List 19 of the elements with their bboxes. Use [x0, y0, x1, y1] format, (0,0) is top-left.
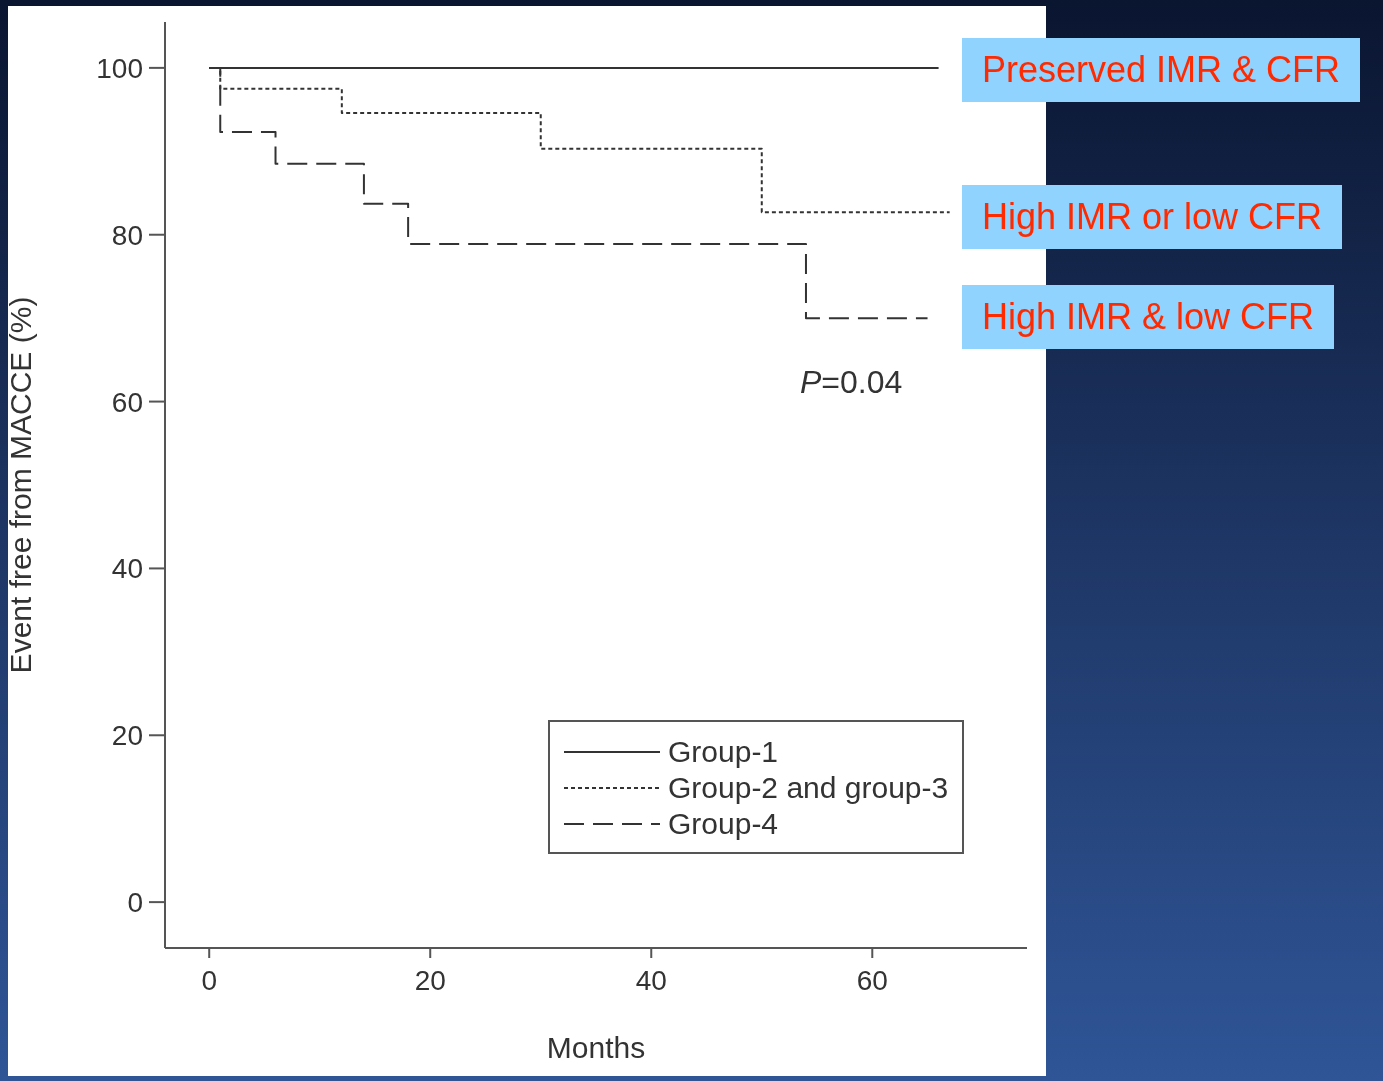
legend-label: Group-4: [668, 807, 779, 841]
annotation: High IMR or low CFR: [962, 185, 1343, 249]
annotation: P=0.04: [800, 364, 903, 401]
annotation: Preserved IMR & CFR: [962, 38, 1361, 102]
y-tick-label: 20: [111, 720, 143, 752]
y-tick-label: 80: [111, 219, 143, 251]
legend-label: Group-2 and group-3: [668, 771, 949, 805]
y-tick-label: 40: [111, 553, 143, 585]
annotation: High IMR & low CFR: [962, 285, 1335, 349]
x-axis-title: Months: [546, 1031, 646, 1064]
y-axis-title: Event free from MACCE (%): [3, 296, 37, 674]
x-tick-label: 20: [414, 964, 446, 996]
y-tick-label: 100: [96, 52, 143, 84]
x-tick-label: 0: [201, 964, 217, 996]
y-tick-label: 0: [127, 887, 143, 919]
x-tick-label: 40: [635, 964, 667, 996]
y-tick-label: 60: [111, 386, 143, 418]
x-tick-label: 60: [856, 964, 888, 996]
legend-label: Group-1: [668, 735, 779, 769]
